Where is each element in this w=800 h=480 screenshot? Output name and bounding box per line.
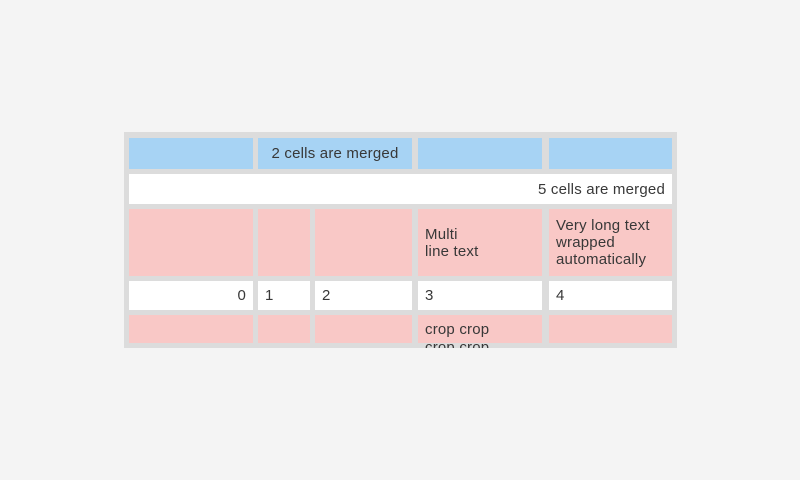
header-cell-merged-1-2[interactable]: 2 cells are merged: [258, 138, 412, 169]
table-row-header: 2 cells are merged: [129, 138, 672, 169]
cropped-cell-2[interactable]: [315, 315, 412, 343]
multiline-cell[interactable]: Multi line text: [418, 209, 542, 276]
crop-cell-text: crop crop crop crop: [425, 321, 490, 348]
crop-text-cell[interactable]: crop crop crop crop: [418, 315, 542, 348]
header-cell-0[interactable]: [129, 138, 253, 169]
pink-cell-2[interactable]: [315, 209, 412, 276]
wrapped-text-cell[interactable]: Very long text wrapped automatically: [549, 209, 672, 276]
cropped-cell-0[interactable]: [129, 315, 253, 343]
pink-cell-1[interactable]: [258, 209, 310, 276]
table-row-merged-5: 5 cells are merged: [129, 174, 672, 204]
cropped-cell-4[interactable]: [549, 315, 672, 343]
number-cell-0[interactable]: 0: [129, 281, 253, 310]
table-row-cropped: crop crop crop crop: [129, 315, 672, 348]
number-cell-4[interactable]: 4: [549, 281, 672, 310]
table-row-numbers: 0 1 2 3 4: [129, 281, 672, 310]
merged-5-cell[interactable]: 5 cells are merged: [129, 174, 672, 204]
number-cell-1[interactable]: 1: [258, 281, 310, 310]
wrapped-cell-text: Very long text wrapped automatically: [556, 217, 650, 268]
multiline-cell-text: Multi line text: [425, 225, 479, 260]
header-cell-4[interactable]: [549, 138, 672, 169]
table-widget: 2 cells are merged 5 cells are merged Mu…: [124, 132, 677, 348]
table-row-multiline: Multi line text Very long text wrapped a…: [129, 209, 672, 276]
pink-cell-0[interactable]: [129, 209, 253, 276]
table-rows: 2 cells are merged 5 cells are merged Mu…: [129, 138, 672, 348]
number-cell-2[interactable]: 2: [315, 281, 412, 310]
number-cell-3[interactable]: 3: [418, 281, 542, 310]
header-cell-3[interactable]: [418, 138, 542, 169]
cropped-cell-1[interactable]: [258, 315, 310, 343]
